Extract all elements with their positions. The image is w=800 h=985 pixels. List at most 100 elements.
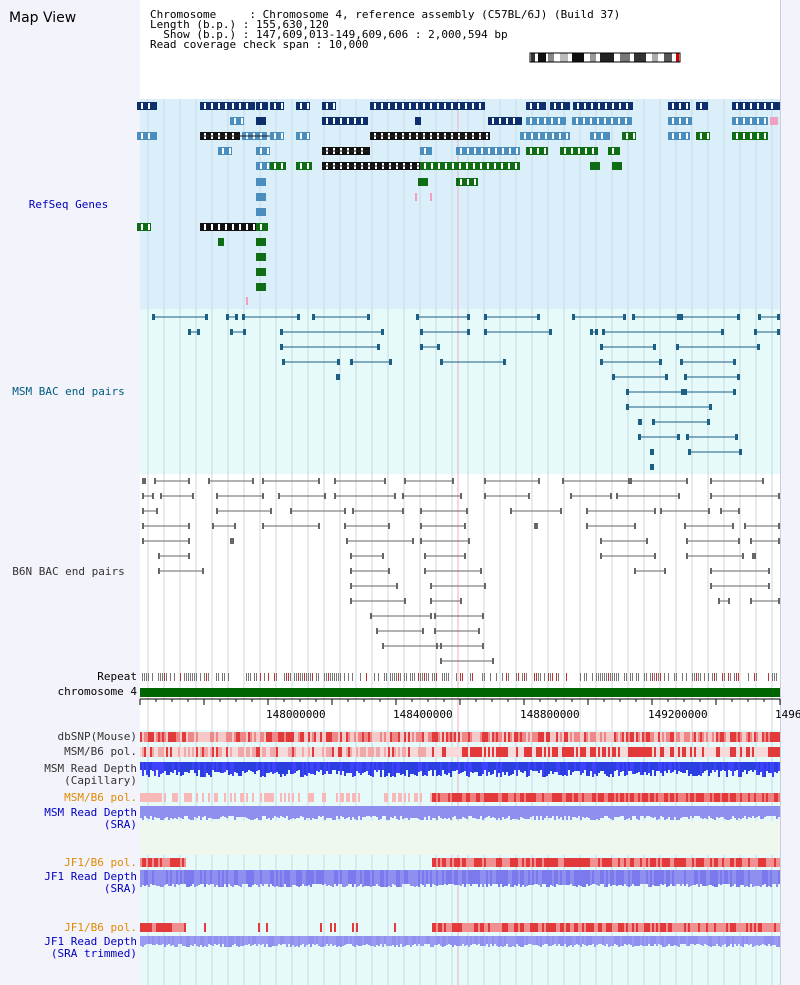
read-depth-bar [530, 762, 532, 770]
read-depth-bar [336, 936, 338, 947]
gene-exon-gap [211, 103, 213, 109]
read-depth-bar [182, 806, 184, 819]
read-depth-bar [330, 806, 332, 818]
dbsnp-cell [482, 732, 484, 742]
read-depth-bar [724, 936, 726, 944]
msm-bac-label[interactable]: MSM BAC end pairs [12, 385, 125, 398]
read-depth-bar [638, 870, 640, 886]
b6n-bac-label[interactable]: B6N BAC end pairs [12, 565, 125, 578]
polymorphism-cell [582, 858, 584, 867]
polymorphism-cell [468, 747, 470, 757]
polymorphism-cell [514, 747, 516, 757]
polymorphism-cell [728, 923, 730, 932]
polymorphism-cell [738, 793, 740, 802]
read-depth-bar [658, 936, 660, 944]
read-depth-bar [656, 870, 658, 886]
polymorphism-cell [366, 747, 368, 757]
polymorphism-cell [680, 923, 682, 932]
read-depth-bar [168, 870, 170, 886]
read-depth-bar [720, 806, 722, 817]
dbsnp-cell [290, 732, 292, 742]
read-depth-bar [670, 762, 672, 773]
read-depth-bar [186, 762, 188, 772]
bac-end [156, 508, 158, 514]
read-depth-bar [310, 936, 312, 947]
gene-exon-gap [585, 148, 587, 154]
read-depth-bar [540, 870, 542, 887]
polymorphism-cell [522, 858, 524, 867]
b6n-bac-track[interactable] [140, 474, 780, 670]
polymorphism-cell [662, 793, 664, 802]
polymorphism-cell [280, 793, 282, 802]
read-depth-bar [342, 806, 344, 817]
polymorphism-cell [582, 923, 584, 932]
polymorphism-cell [272, 747, 274, 757]
dbsnp-cell [402, 732, 404, 742]
polymorphism-cell [634, 793, 636, 802]
dbsnp-cell [554, 732, 556, 742]
read-depth-bar [678, 806, 680, 820]
read-depth-bar [394, 936, 396, 947]
gene-exon-gap [700, 133, 702, 139]
repeat-element [144, 673, 145, 681]
repeat-element [540, 673, 541, 681]
polymorphism-cell [282, 747, 284, 757]
dbsnp-cell [486, 732, 488, 742]
polymorphism-cell [594, 858, 596, 867]
read-depth-bar [480, 870, 482, 884]
refseq-label[interactable]: RefSeq Genes [28, 198, 109, 211]
read-depth-bar [326, 936, 328, 944]
read-depth-bar [696, 806, 698, 816]
read-depth-bar [664, 936, 666, 947]
read-depth-bar [228, 806, 230, 816]
polymorphism-cell [496, 858, 498, 867]
read-depth-bar [316, 806, 318, 819]
bac-end [750, 598, 752, 604]
bac-end [721, 329, 724, 335]
polymorphism-cell [280, 747, 282, 757]
polymorphism-cell [342, 747, 344, 757]
gene-exon-gap [506, 118, 508, 124]
dbsnp-cell [206, 732, 208, 742]
repeat-element [306, 673, 307, 681]
ideogram-band [664, 53, 672, 62]
bac-end [681, 389, 684, 395]
polymorphism-cell [448, 793, 450, 802]
read-depth-bar [576, 936, 578, 944]
read-depth-bar [168, 936, 170, 944]
gene-exon-gap [148, 133, 150, 139]
read-depth-bar [652, 762, 654, 770]
dbsnp-cell [532, 732, 534, 742]
read-depth-bar [282, 762, 284, 774]
read-depth-bar [442, 870, 444, 885]
read-depth-bar [228, 762, 230, 775]
polymorphism-cell [324, 747, 326, 757]
polymorphism-cell [464, 923, 466, 932]
polymorphism-cell [772, 858, 774, 867]
refseq-gene [420, 162, 520, 170]
read-depth-bar [230, 870, 232, 886]
read-depth-bar [358, 936, 360, 946]
read-depth-bar [620, 936, 622, 946]
polymorphism-cell [478, 747, 480, 757]
read-depth-bar [704, 762, 706, 771]
read-depth-bar [214, 936, 216, 944]
read-depth-bar [720, 870, 722, 885]
read-depth-bar [692, 806, 694, 818]
dbsnp-cell [476, 732, 478, 742]
read-depth-bar [618, 870, 620, 885]
polymorphism-cell [444, 858, 446, 867]
read-depth-bar [326, 870, 328, 886]
polymorphism-cell [652, 793, 654, 802]
repeat-element [460, 673, 461, 681]
read-depth-bar [360, 762, 362, 775]
polymorphism-cell [574, 793, 576, 802]
dbsnp-cell [416, 732, 418, 742]
polymorphism-cell [432, 793, 434, 802]
read-depth-bar [516, 936, 518, 944]
repeat-element [724, 673, 725, 681]
read-depth-bar [264, 762, 266, 777]
polymorphism-cell [774, 747, 776, 757]
read-depth-bar [246, 806, 248, 818]
